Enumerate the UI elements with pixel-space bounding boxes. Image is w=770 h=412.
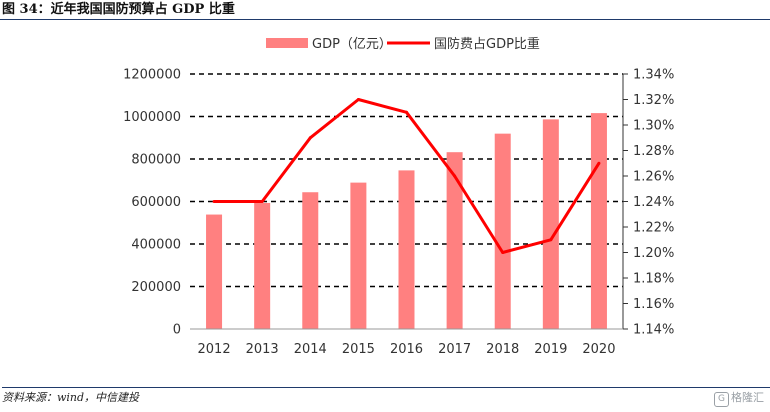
left-axis: 0 200000 400000 600000 800000 1000000 1200000: [123, 68, 181, 338]
figure-title: 图 34：近年我国国防预算占 GDP 比重: [0, 0, 770, 20]
x-axis: 2012 2013 2014 2015 2016 2017 2018 2019 2020: [190, 328, 623, 357]
right-tick-label: 1.26%: [633, 170, 674, 185]
line-point: [453, 174, 457, 178]
right-tick-label: 1.16%: [633, 297, 674, 312]
x-tick-label: 2018: [486, 342, 519, 357]
watermark-text: 格隆汇: [731, 391, 764, 404]
legend: GDP（亿元） 国防费占GDP比重: [266, 36, 540, 52]
line-point: [212, 200, 216, 203]
bar: [206, 214, 223, 329]
legend-bar-label: GDP（亿元）: [312, 37, 392, 52]
bar: [446, 152, 463, 329]
x-tick-label: 2016: [390, 342, 423, 357]
x-tick-label: 2020: [582, 342, 615, 357]
bar-series: [206, 113, 607, 330]
right-tick-label: 1.30%: [633, 119, 674, 134]
x-tick-label: 2013: [246, 342, 279, 357]
source-note: 资料来源：wind，中信建投: [2, 387, 770, 409]
legend-line-label: 国防费占GDP比重: [434, 36, 540, 52]
x-tick-label: 2019: [534, 342, 567, 357]
bar: [302, 192, 319, 329]
watermark: G 格隆汇: [714, 389, 764, 407]
bar: [398, 170, 415, 329]
left-tick-label: 200000: [131, 280, 181, 295]
left-tick-label: 800000: [131, 153, 181, 168]
bar: [254, 202, 271, 329]
x-tick-label: 2015: [342, 342, 375, 357]
line-point: [405, 110, 408, 114]
bar: [350, 182, 367, 329]
line-point: [356, 98, 360, 101]
left-tick-label: 400000: [131, 238, 181, 253]
legend-bar-swatch: [266, 38, 308, 48]
x-tick-label: 2017: [438, 342, 471, 357]
right-tick-label: 1.28%: [633, 144, 674, 159]
right-axis: 1.14% 1.16% 1.18% 1.20% 1.22% 1.24% 1.26% 1.28%…: [622, 68, 674, 338]
right-tick-label: 1.32%: [633, 93, 674, 108]
line-point: [308, 136, 312, 140]
line-series: [212, 98, 601, 254]
line-point: [260, 200, 264, 203]
line-point: [597, 161, 601, 165]
combo-chart: GDP（亿元） 国防费占GDP比重 0 200000 400000 600000 800…: [123, 36, 674, 357]
left-tick-label: 1000000: [123, 110, 181, 125]
right-tick-label: 1.18%: [633, 272, 674, 287]
bar: [590, 113, 607, 330]
left-tick-label: 1200000: [123, 68, 181, 83]
left-tick-label: 0: [173, 323, 181, 338]
right-tick-label: 1.34%: [633, 68, 674, 83]
x-tick-label: 2012: [198, 342, 231, 357]
bar: [494, 133, 511, 329]
right-tick-label: 1.20%: [633, 246, 674, 261]
left-tick-label: 600000: [131, 195, 181, 210]
x-tick-label: 2014: [294, 342, 327, 357]
line-point: [501, 251, 505, 254]
bar: [542, 119, 559, 329]
g-logo-icon: G: [714, 392, 729, 407]
line-point: [549, 238, 553, 242]
right-tick-label: 1.24%: [633, 195, 674, 210]
right-tick-label: 1.14%: [633, 323, 674, 338]
right-tick-label: 1.22%: [633, 221, 674, 236]
